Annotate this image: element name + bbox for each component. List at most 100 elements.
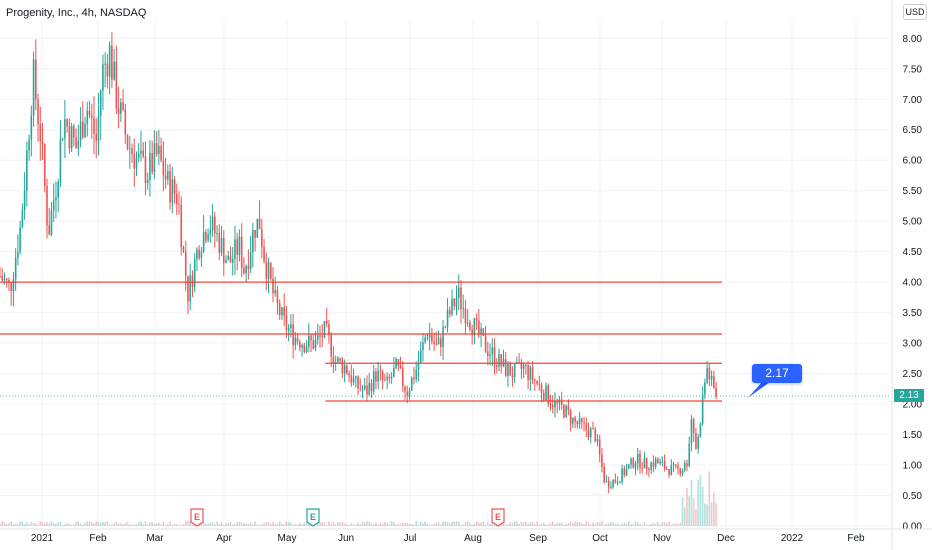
volume-bar [551, 521, 554, 526]
currency-badge[interactable]: USD [903, 4, 927, 20]
candle-body [153, 143, 156, 173]
candle-body [592, 428, 594, 430]
candle-body [422, 342, 424, 350]
volume-bar [93, 523, 95, 526]
candle-body [596, 439, 599, 442]
volume-bar [167, 524, 169, 526]
volume-bar [688, 496, 691, 526]
x-tick-label: Jul [404, 533, 417, 544]
earnings-marker[interactable]: E [306, 508, 320, 527]
volume-bar [540, 523, 543, 526]
volume-bar [321, 522, 324, 526]
volume-bar [433, 524, 435, 526]
volume-bar [77, 521, 80, 526]
volume-bar [290, 522, 292, 526]
grid-lines [0, 20, 890, 527]
volume-bar [366, 521, 368, 526]
horizontal-levels[interactable] [0, 281, 722, 402]
candle-body [704, 382, 706, 395]
candle-body [325, 321, 328, 324]
earnings-label: E [194, 512, 200, 522]
candle-body [236, 239, 238, 255]
earnings-marker[interactable]: E [491, 508, 505, 527]
volume-bar [437, 522, 440, 526]
volume-bar [614, 523, 617, 526]
volume-bar [632, 524, 635, 526]
candle-body [659, 461, 661, 464]
candle-body [319, 335, 321, 337]
candle-body [484, 335, 487, 352]
candle-body [375, 371, 377, 382]
candle-body [209, 230, 212, 235]
candle-body [415, 369, 418, 380]
volume-bar [357, 522, 359, 526]
candle-body [507, 363, 509, 376]
candle-body [446, 309, 449, 328]
y-tick-label: 1.50 [903, 430, 923, 441]
candle-body [337, 357, 339, 362]
volume-bar [645, 524, 648, 526]
candle-body [480, 328, 482, 335]
volume-bar [68, 523, 71, 526]
candle-body [565, 405, 567, 418]
volume-bar [173, 523, 176, 526]
time-axis[interactable]: 2021 Feb Mar Apr May Jun Jul Aug Sep Oct Nov Dec 202… [0, 528, 932, 544]
candle-body [475, 318, 478, 321]
volume-bar [124, 522, 127, 526]
volume-bar [218, 524, 221, 526]
candle-body [19, 227, 21, 252]
candle-body [265, 261, 268, 279]
volume-bar [8, 523, 10, 526]
volume-bar [102, 521, 104, 526]
candle-body [144, 156, 147, 183]
candle-body [437, 338, 440, 345]
volume-bar [596, 522, 599, 526]
volume-bar [5, 524, 8, 526]
volume-bar [281, 523, 283, 526]
candle-body [522, 364, 525, 369]
volume-bar [654, 523, 657, 526]
volume-bar [61, 524, 64, 526]
candle-body [140, 150, 142, 154]
volume-bar [558, 522, 561, 526]
volume-bar [30, 522, 33, 526]
volume-bar [581, 523, 583, 526]
candle-body [128, 148, 131, 150]
volume-bar [444, 521, 447, 526]
price-callout[interactable]: 2.17 [752, 364, 802, 383]
candle-body [581, 417, 583, 423]
volume-bar [417, 524, 420, 526]
volume-bar [650, 523, 652, 526]
volume-bar [690, 479, 693, 526]
candle-body [572, 417, 574, 424]
candle-body [301, 344, 303, 348]
y-tick-label: 3.50 [903, 308, 923, 319]
candle-body [404, 386, 406, 392]
candle-body [328, 323, 330, 335]
candle-body [478, 320, 480, 335]
volume-bar [48, 523, 51, 526]
x-tick-label: Aug [464, 533, 482, 544]
price-axis[interactable]: 8.00 7.50 7.00 6.50 6.00 5.50 5.00 4.50 4.00 3.50… [891, 0, 923, 550]
volume-bar [79, 523, 82, 526]
candle-body [278, 302, 281, 316]
candle-body [695, 432, 697, 449]
candle-body [428, 334, 431, 338]
candle-body [453, 298, 456, 307]
earnings-marker[interactable]: E [190, 508, 204, 527]
candle-body [433, 341, 435, 344]
volume-bar [269, 523, 272, 526]
volume-bar [372, 524, 375, 526]
volume-bar [361, 521, 364, 526]
volume-bar [202, 523, 205, 526]
candle-body [312, 340, 315, 349]
volume-bar [607, 523, 610, 526]
volume-bar [480, 522, 482, 526]
candle-body [339, 357, 341, 361]
volume-bar [184, 521, 187, 526]
volume-bar [668, 521, 670, 526]
earnings-label: E [310, 512, 316, 522]
volume-bar [151, 522, 153, 526]
